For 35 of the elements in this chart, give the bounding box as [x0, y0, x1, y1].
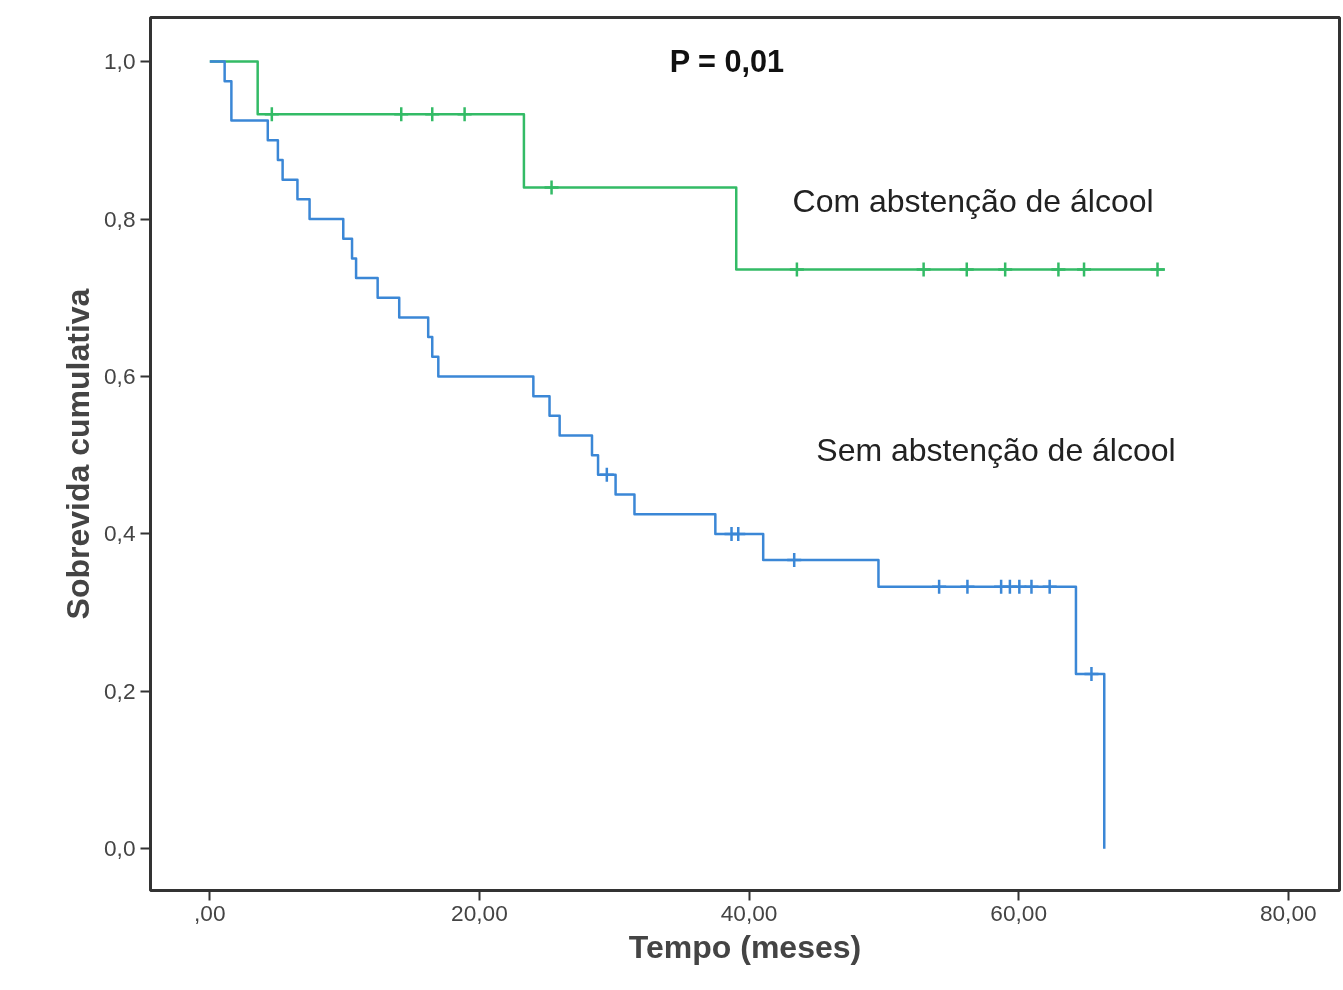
annotation: P = 0,01 — [669, 44, 785, 79]
point — [1023, 578, 1040, 595]
point — [598, 466, 616, 484]
y-tick-label: 0,0 — [104, 835, 136, 862]
point — [263, 106, 281, 123]
x-tick-label: 40,00 — [720, 899, 778, 926]
y-tick-label: 0,2 — [104, 677, 136, 704]
x-tick-label: 60,00 — [990, 899, 1048, 926]
point — [930, 578, 948, 595]
point — [959, 578, 976, 595]
series-label: Com abstenção de álcool — [792, 182, 1154, 219]
point — [1083, 665, 1100, 683]
point — [456, 106, 473, 123]
point — [424, 106, 441, 123]
y-axis-title: Sobrevida cumulativa — [60, 288, 96, 620]
text: Sem abstenção de álcool — [816, 431, 1176, 468]
point — [1075, 261, 1093, 278]
y-tick-label: 0,6 — [104, 362, 136, 389]
point — [543, 179, 560, 196]
point — [785, 551, 803, 569]
x-tick-label: 20,00 — [451, 899, 508, 926]
y-tick-label: 0,4 — [104, 520, 136, 547]
point — [915, 261, 932, 278]
point — [1050, 261, 1067, 278]
x-axis-title: Tempo (meses) — [628, 928, 862, 965]
point — [958, 261, 976, 278]
point — [730, 525, 747, 543]
point — [996, 261, 1014, 278]
point — [788, 261, 806, 278]
point — [392, 106, 410, 123]
x-tick-label: ,00 — [194, 899, 226, 926]
x-tick-label: 80,00 — [1259, 899, 1317, 926]
y-tick-label: 1,0 — [104, 48, 136, 75]
y-tick-label: 0,8 — [104, 205, 136, 232]
point — [1041, 578, 1058, 595]
